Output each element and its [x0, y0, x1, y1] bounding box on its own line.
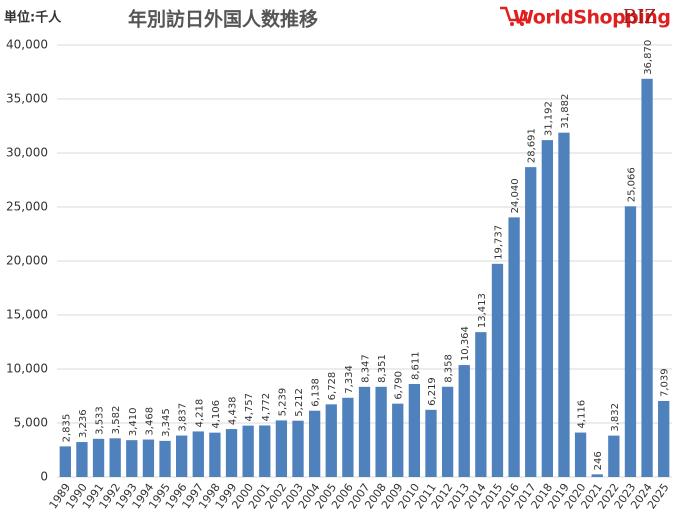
bar	[225, 429, 238, 477]
bar	[441, 386, 454, 477]
value-label: 4,218	[194, 399, 205, 428]
value-label: 3,410	[128, 408, 139, 437]
value-label: 6,219	[427, 377, 438, 406]
bar	[541, 140, 553, 477]
bar	[408, 384, 421, 477]
y-tick-label: 30,000	[6, 146, 48, 160]
unit-label: 単位:千人	[4, 10, 62, 26]
bar	[358, 386, 371, 477]
logo-cart	[500, 6, 529, 22]
value-label: 3,468	[144, 407, 155, 436]
value-label: 4,106	[211, 400, 222, 429]
logo-text: BIZ	[623, 4, 657, 28]
value-label: 31,882	[560, 94, 571, 129]
value-label: 3,533	[95, 406, 106, 435]
value-label: 6,138	[311, 378, 322, 407]
value-label: 8,351	[377, 354, 388, 383]
value-label: 246	[593, 451, 604, 470]
value-label: 3,832	[610, 403, 621, 432]
bar	[76, 442, 88, 477]
value-label: 4,116	[577, 400, 588, 429]
value-label: 31,192	[543, 101, 554, 136]
bar	[142, 439, 155, 477]
bar	[325, 404, 337, 477]
value-label: 3,837	[178, 403, 189, 432]
value-label: 3,582	[111, 406, 122, 435]
value-label: 4,438	[228, 396, 239, 425]
bar	[59, 446, 71, 477]
value-label: 3,345	[161, 408, 172, 437]
y-tick-label: 15,000	[6, 308, 48, 322]
value-label: 5,239	[277, 388, 288, 417]
y-tick-label: 5,000	[14, 416, 48, 430]
bar	[392, 403, 404, 477]
value-label: 6,728	[327, 372, 338, 401]
bar	[242, 425, 254, 477]
y-tick-label: 10,000	[6, 362, 48, 376]
bar	[109, 438, 121, 477]
value-label: 8,347	[361, 354, 372, 383]
logo-wheel	[510, 22, 514, 26]
bar	[92, 438, 105, 477]
bar	[608, 435, 620, 477]
bar	[292, 420, 304, 477]
bar	[525, 167, 537, 477]
bar	[159, 440, 171, 477]
logo: WorldShopping BIZ	[500, 4, 671, 29]
bar	[475, 332, 487, 477]
bar	[558, 132, 570, 478]
value-label: 6,790	[394, 371, 405, 400]
y-tick-label: 25,000	[6, 200, 48, 214]
logo-text: WorldShopping	[513, 7, 670, 29]
y-tick-label: 0	[40, 470, 48, 484]
value-label: 8,611	[410, 351, 421, 380]
value-label: 7,039	[660, 368, 671, 397]
bar	[591, 474, 603, 477]
value-label: 4,772	[261, 393, 272, 422]
bar	[375, 386, 387, 477]
value-label: 36,870	[643, 40, 654, 75]
bar	[458, 365, 470, 477]
y-tick-label: 20,000	[6, 254, 48, 268]
bar	[491, 263, 504, 477]
bar	[308, 410, 321, 477]
bar	[176, 435, 188, 477]
y-tick-label: 35,000	[6, 92, 48, 106]
value-label: 28,691	[527, 128, 538, 163]
bar	[259, 425, 271, 477]
y-tick-label: 40,000	[6, 38, 48, 52]
value-label: 13,413	[477, 293, 488, 328]
value-label: 3,236	[78, 409, 89, 438]
bar	[574, 432, 587, 477]
value-label: 2,835	[61, 414, 72, 443]
chart-title: 年別訪日外国人数推移	[128, 8, 318, 31]
value-label: 7,334	[344, 365, 355, 394]
bar	[209, 432, 221, 477]
value-label: 24,040	[510, 178, 521, 213]
value-label: 4,757	[244, 393, 255, 422]
value-label: 5,212	[294, 388, 305, 417]
value-label: 25,066	[626, 167, 637, 202]
bar	[624, 206, 637, 477]
bar	[126, 440, 138, 477]
bar	[508, 217, 520, 478]
bar	[425, 409, 437, 477]
bar	[641, 78, 653, 477]
value-label: 8,358	[444, 354, 455, 383]
bar	[275, 420, 288, 477]
value-label: 10,364	[460, 326, 471, 361]
bar	[192, 431, 204, 477]
bar	[658, 400, 670, 477]
logo-wheel	[520, 22, 524, 26]
bar	[342, 397, 354, 477]
value-label: 19,737	[493, 225, 504, 260]
